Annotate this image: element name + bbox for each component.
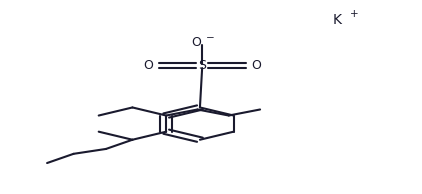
Text: O: O (251, 59, 261, 72)
Text: K: K (333, 13, 342, 27)
Text: +: + (350, 9, 358, 19)
Text: O: O (143, 59, 153, 72)
Text: −: − (206, 33, 214, 43)
Text: O: O (192, 36, 201, 49)
Text: S: S (198, 59, 206, 72)
